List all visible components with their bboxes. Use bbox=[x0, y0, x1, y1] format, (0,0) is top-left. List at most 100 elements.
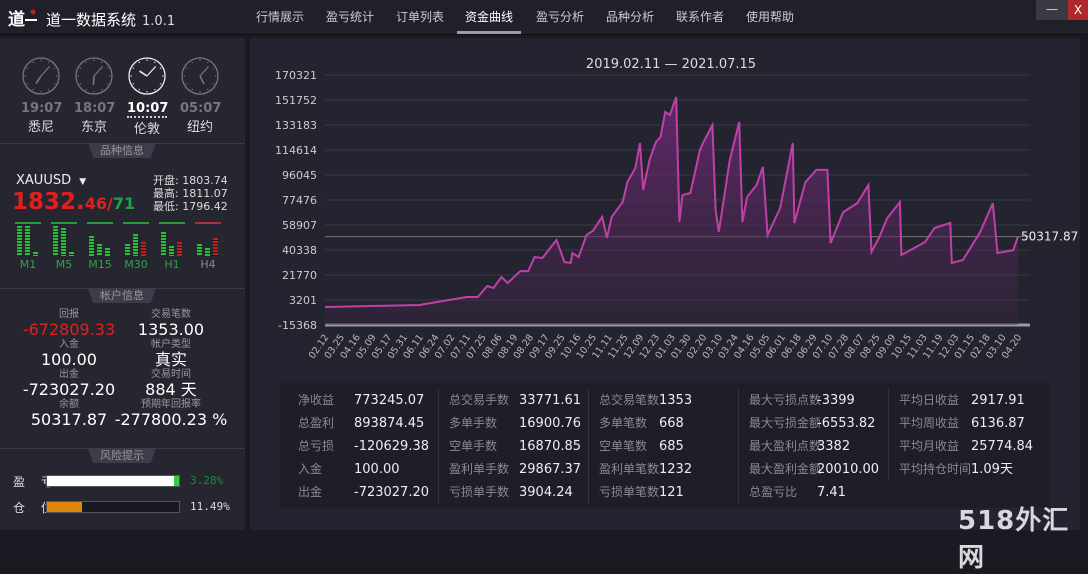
price-display: 1832.46/71 bbox=[12, 189, 135, 215]
stat-row: 平均月收益 25774.84 bbox=[899, 435, 1033, 458]
clock-icon bbox=[181, 57, 219, 95]
stat-row: 盈利单手数 29867.37 bbox=[449, 458, 581, 481]
account-label: 交易时间 bbox=[151, 369, 191, 380]
stat-label: 平均月收益 bbox=[899, 439, 960, 453]
position-label: 仓 位 bbox=[13, 501, 59, 515]
timeframe-m15[interactable]: M15 bbox=[87, 222, 113, 271]
timeframe-m30[interactable]: M30 bbox=[123, 222, 149, 271]
clock-city: 伦敦 bbox=[133, 122, 160, 137]
stat-row: 最大盈利金额20010.00 bbox=[749, 458, 879, 481]
stat-label: 平均周收益 bbox=[899, 416, 960, 430]
y-tick-label: 77476 bbox=[282, 194, 317, 207]
account-value: 真实 bbox=[154, 350, 187, 369]
last-value-label: 50317.87 bbox=[1021, 230, 1078, 244]
section-title: 品种信息 bbox=[88, 143, 156, 158]
stat-row: 平均持仓时间1.09天 bbox=[899, 458, 1033, 481]
tab-3[interactable]: 资金曲线 bbox=[457, 0, 522, 34]
y-tick-label: 151752 bbox=[275, 94, 317, 107]
account-value: -277800.23 % bbox=[114, 410, 228, 429]
clock-city: 纽约 bbox=[186, 120, 213, 135]
timeframe-h1[interactable]: H1 bbox=[159, 222, 185, 271]
position-percent: 11.49% bbox=[190, 500, 230, 513]
price-ask: 71 bbox=[112, 194, 136, 213]
symbol-name: XAUUSD bbox=[16, 173, 72, 188]
stat-value: 1232 bbox=[659, 462, 693, 477]
stat-label: 盈利单笔数 bbox=[599, 462, 660, 476]
minimize-button[interactable]: — bbox=[1036, 0, 1068, 20]
chevron-down-icon: ▼ bbox=[79, 177, 87, 187]
clock-time: 05:07 bbox=[180, 101, 222, 116]
stat-label: 亏损单笔数 bbox=[599, 485, 660, 499]
stat-row: 亏损单笔数121 bbox=[599, 481, 692, 504]
tab-6[interactable]: 联系作者 bbox=[676, 10, 725, 24]
risk-section: 风险提示 盈 亏 3.28% 仓 位 11.49% bbox=[0, 448, 245, 530]
stat-value: 100.00 bbox=[354, 462, 400, 477]
stats-column: 最大亏损点数-3399 最大亏损金额-6553.82 最大盈利点数3382 最大盈利金… bbox=[738, 389, 879, 504]
account-value: 50317.87 bbox=[30, 410, 108, 429]
stat-value: 6136.87 bbox=[971, 416, 1025, 431]
high-price: 最高: 1811.07 bbox=[153, 187, 228, 200]
tab-7[interactable]: 使用帮助 bbox=[746, 10, 795, 24]
tab-1[interactable]: 盈亏统计 bbox=[326, 10, 375, 24]
pl-bar bbox=[46, 475, 180, 487]
account-value: -672809.33 bbox=[22, 320, 116, 339]
timeframe-m1[interactable]: M1 bbox=[15, 222, 41, 271]
stat-label: 总亏损 bbox=[298, 439, 335, 453]
stat-label: 总盈亏比 bbox=[749, 485, 798, 499]
tab-4[interactable]: 盈亏分析 bbox=[536, 10, 585, 24]
stat-value: 121 bbox=[659, 485, 684, 500]
pl-percent: 3.28% bbox=[190, 474, 224, 487]
position-bar-fill bbox=[47, 502, 82, 512]
timeframe-m5[interactable]: M5 bbox=[51, 222, 77, 271]
stat-label: 平均日收益 bbox=[899, 393, 960, 407]
price-main: 1832. bbox=[12, 189, 85, 215]
stat-label: 最大盈利点数 bbox=[749, 439, 822, 453]
stat-row: 总交易手数 33771.61 bbox=[449, 389, 581, 412]
tab-2[interactable]: 订单列表 bbox=[396, 10, 445, 24]
section-title: 帐户信息 bbox=[88, 288, 156, 303]
y-tick-label: 133183 bbox=[275, 119, 317, 132]
stat-value: 29867.37 bbox=[519, 462, 582, 477]
stat-label: 总交易笔数 bbox=[599, 393, 660, 407]
tab-5[interactable]: 品种分析 bbox=[606, 10, 655, 24]
position-bar bbox=[46, 501, 180, 513]
stat-value: 3904.24 bbox=[519, 485, 573, 500]
stat-value: -120629.38 bbox=[354, 439, 429, 454]
stat-value: 668 bbox=[659, 416, 684, 431]
stat-value: 20010.00 bbox=[817, 462, 880, 477]
timeframe-h4[interactable]: H4 bbox=[195, 222, 221, 271]
stat-row: 亏损单手数 3904.24 bbox=[449, 481, 581, 504]
account-label: 交易笔数 bbox=[151, 309, 191, 320]
stat-row: 总盈亏比 7.41 bbox=[749, 481, 879, 504]
statistics-table: 净收益 773245.07 总盈利 893874.45 总亏损 -120629.38 入金 1… bbox=[280, 383, 1050, 508]
stat-label: 最大亏损点数 bbox=[749, 393, 822, 407]
close-button[interactable]: X bbox=[1068, 0, 1088, 20]
clock-time: 10:07 bbox=[127, 101, 169, 118]
tab-0[interactable]: 行情展示 bbox=[256, 10, 305, 24]
stat-label: 最大亏损金额 bbox=[749, 416, 822, 430]
account-label: 预期年回报率 bbox=[141, 399, 201, 410]
stat-row: 入金 100.00 bbox=[298, 458, 429, 481]
stats-column: 总交易笔数1353 多单笔数 668 空单笔数 685 盈利单笔数1232 亏损单笔数121 bbox=[588, 389, 692, 504]
stat-label: 净收益 bbox=[298, 393, 335, 407]
account-label: 回报 bbox=[59, 309, 79, 320]
stat-value: -6553.82 bbox=[817, 416, 876, 431]
stat-label: 多单手数 bbox=[449, 416, 498, 430]
equity-line bbox=[324, 96, 1019, 308]
account-label: 入金 bbox=[59, 339, 79, 350]
stat-value: 773245.07 bbox=[354, 393, 425, 408]
open-price: 开盘: 1803.74 bbox=[153, 174, 228, 187]
account-label: 帐户类型 bbox=[151, 339, 191, 350]
stat-row: 出金 -723027.20 bbox=[298, 481, 429, 504]
signal-bars-icon bbox=[123, 222, 149, 256]
stat-row: 平均周收益 6136.87 bbox=[899, 412, 1033, 435]
stat-row: 总交易笔数1353 bbox=[599, 389, 692, 412]
price-bid: 46 bbox=[84, 194, 108, 213]
app-name: 道一数据系统 bbox=[46, 11, 137, 29]
clock-icon bbox=[75, 57, 113, 95]
stat-label: 最大盈利金额 bbox=[749, 462, 822, 476]
clock-icon bbox=[128, 57, 166, 95]
symbol-selector[interactable]: XAUUSD ▼ bbox=[16, 173, 86, 188]
account-value: 100.00 bbox=[41, 350, 97, 369]
y-tick-label: 21770 bbox=[282, 269, 317, 282]
